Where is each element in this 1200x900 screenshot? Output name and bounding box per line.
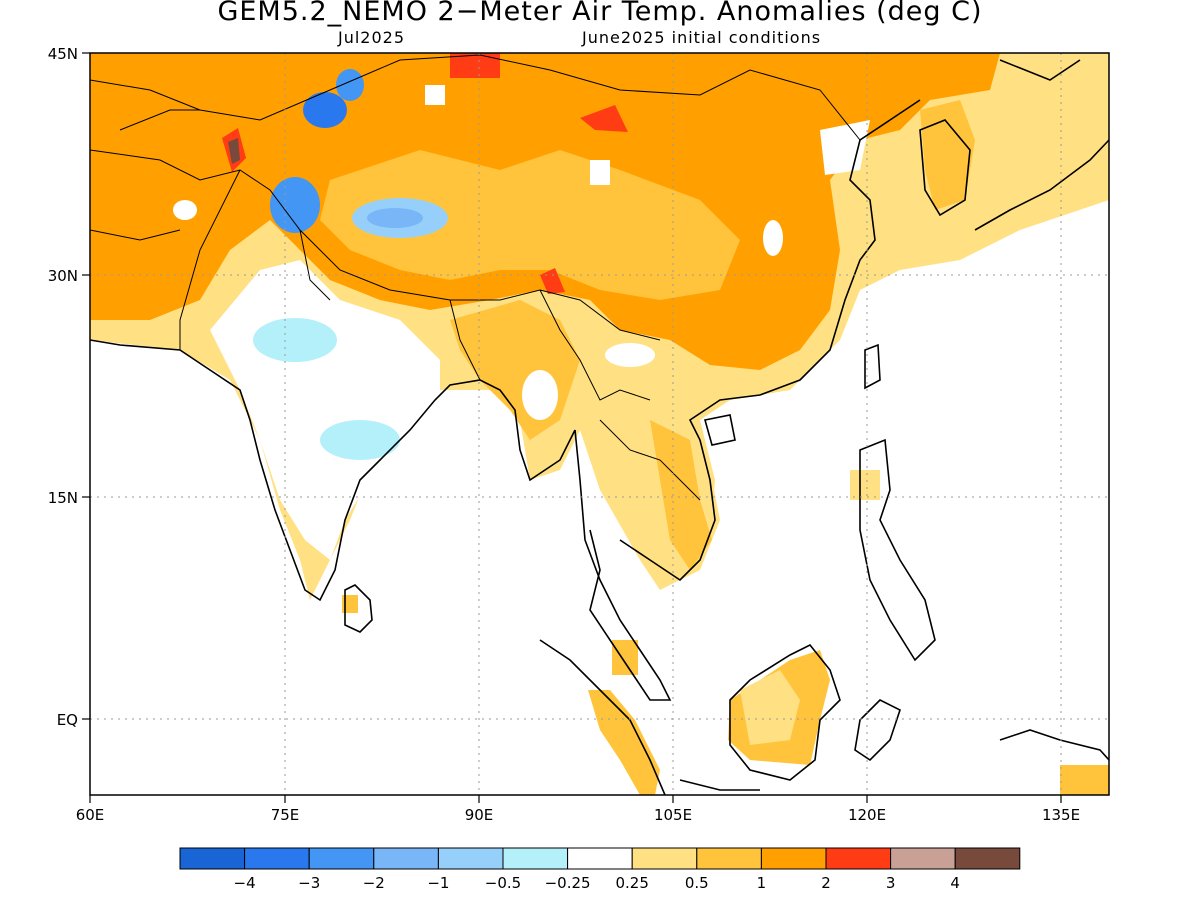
- legend-label: 3: [886, 874, 896, 892]
- lat-label: 15N: [48, 489, 78, 507]
- legend-label: 0.25: [615, 874, 648, 892]
- coastline-sri-lanka: [344, 584, 373, 633]
- anomaly-area-sumatra: [588, 690, 660, 795]
- anomaly-fields: [90, 53, 1109, 795]
- legend-swatch: [954, 847, 1021, 870]
- lon-label: 75E: [271, 806, 300, 824]
- legend-swatch: [567, 847, 633, 870]
- country-borders: [90, 54, 861, 501]
- anomaly-neutral-patch: [590, 160, 610, 185]
- legend-label: 4: [950, 874, 960, 892]
- axis-ticks: [82, 52, 1062, 803]
- coastline-korea: [919, 119, 971, 217]
- coastline-java: [679, 779, 760, 791]
- coastline-india: [90, 339, 576, 602]
- subtitle-month: Jul2025: [338, 28, 406, 47]
- anomaly-cold-central-india: [320, 420, 400, 460]
- legend-swatch: [502, 847, 569, 870]
- legend-label: −1: [427, 874, 449, 892]
- anomaly-area-philippines: [850, 470, 880, 500]
- legend-swatch: [760, 847, 827, 870]
- coastline-sulawesi: [854, 699, 901, 762]
- legend-label: −0.5: [485, 874, 521, 892]
- lon-label: 135E: [1042, 806, 1080, 824]
- lon-label: 90E: [465, 806, 494, 824]
- anomaly-cold-kashmir: [270, 177, 320, 233]
- legend-swatch: [631, 847, 698, 870]
- anomaly-area-tibet: [320, 150, 740, 300]
- legend-swatch: [890, 847, 956, 870]
- anomaly-neutral-patch: [425, 85, 445, 105]
- legend-swatch: [696, 847, 762, 870]
- anomaly-neutral-patch: [522, 370, 558, 420]
- lat-label: EQ: [57, 711, 78, 729]
- coastline-new-guinea: [999, 729, 1109, 761]
- legend-label: −0.25: [545, 874, 591, 892]
- legend-swatch: [179, 847, 246, 870]
- anomaly-area-korea: [920, 100, 975, 210]
- legend-label: 2: [821, 874, 831, 892]
- anomaly-area-vietnam: [650, 420, 712, 570]
- legend-swatch: [373, 847, 439, 870]
- map-title: GEM5.2_NEMO 2−Meter Air Temp. Anomalies …: [217, 0, 983, 27]
- anomaly-cold-tibet-core: [367, 208, 423, 228]
- legend-label: −4: [234, 874, 256, 892]
- coastline-hainan: [703, 414, 736, 446]
- legend-label: −2: [363, 874, 385, 892]
- anomaly-neutral-patch: [173, 200, 197, 220]
- legend-swatch: [825, 847, 892, 870]
- anomaly-hot-mongolia: [580, 105, 628, 132]
- coastline-borneo: [729, 643, 841, 781]
- coastline-gulf-thailand: [619, 99, 921, 582]
- coastline-indochina: [574, 429, 672, 701]
- coastline-taiwan: [864, 343, 881, 390]
- anomaly-area-png: [1060, 765, 1109, 795]
- legend-swatch: [244, 847, 310, 870]
- map-frame: [89, 52, 1110, 796]
- legend-label: 0.5: [685, 874, 709, 892]
- lon-label: 60E: [76, 806, 105, 824]
- lat-label: 45N: [48, 45, 78, 63]
- anomaly-area-sri-lanka: [342, 595, 358, 613]
- legend-label: 1: [757, 874, 767, 892]
- subtitle-init: June2025 initial conditions: [582, 28, 822, 47]
- anomaly-neutral-patch: [820, 120, 870, 175]
- graticule: [90, 53, 1109, 795]
- anomaly-area-borneo-light: [740, 670, 800, 745]
- anomaly-hot-pamir-core: [228, 138, 240, 164]
- anomaly-cold-tianshan-east: [336, 69, 364, 101]
- coastlines: [90, 59, 1109, 795]
- lon-label: 120E: [848, 806, 886, 824]
- coastline-japan: [974, 59, 1109, 231]
- legend-label: −3: [298, 874, 320, 892]
- coastline-sumatra: [539, 639, 666, 795]
- anomaly-neutral-patch: [763, 220, 783, 256]
- anomaly-cold-west-india: [253, 318, 337, 362]
- anomaly-area-malaya: [612, 640, 638, 675]
- coastline-philippines: [859, 438, 936, 662]
- anomaly-cold-tianshan: [303, 92, 347, 128]
- border-lines: [90, 54, 861, 501]
- legend-swatch: [437, 847, 504, 870]
- legend-swatch: [308, 847, 375, 870]
- legend-labels: −4 −3 −2 −1 −0.5 −0.25 0.25 0.5 1 2 3 4: [234, 874, 960, 892]
- lat-label: 30N: [48, 267, 78, 285]
- color-legend: [179, 847, 1021, 870]
- lon-label: 105E: [654, 806, 692, 824]
- anomaly-neutral-patch: [605, 343, 655, 367]
